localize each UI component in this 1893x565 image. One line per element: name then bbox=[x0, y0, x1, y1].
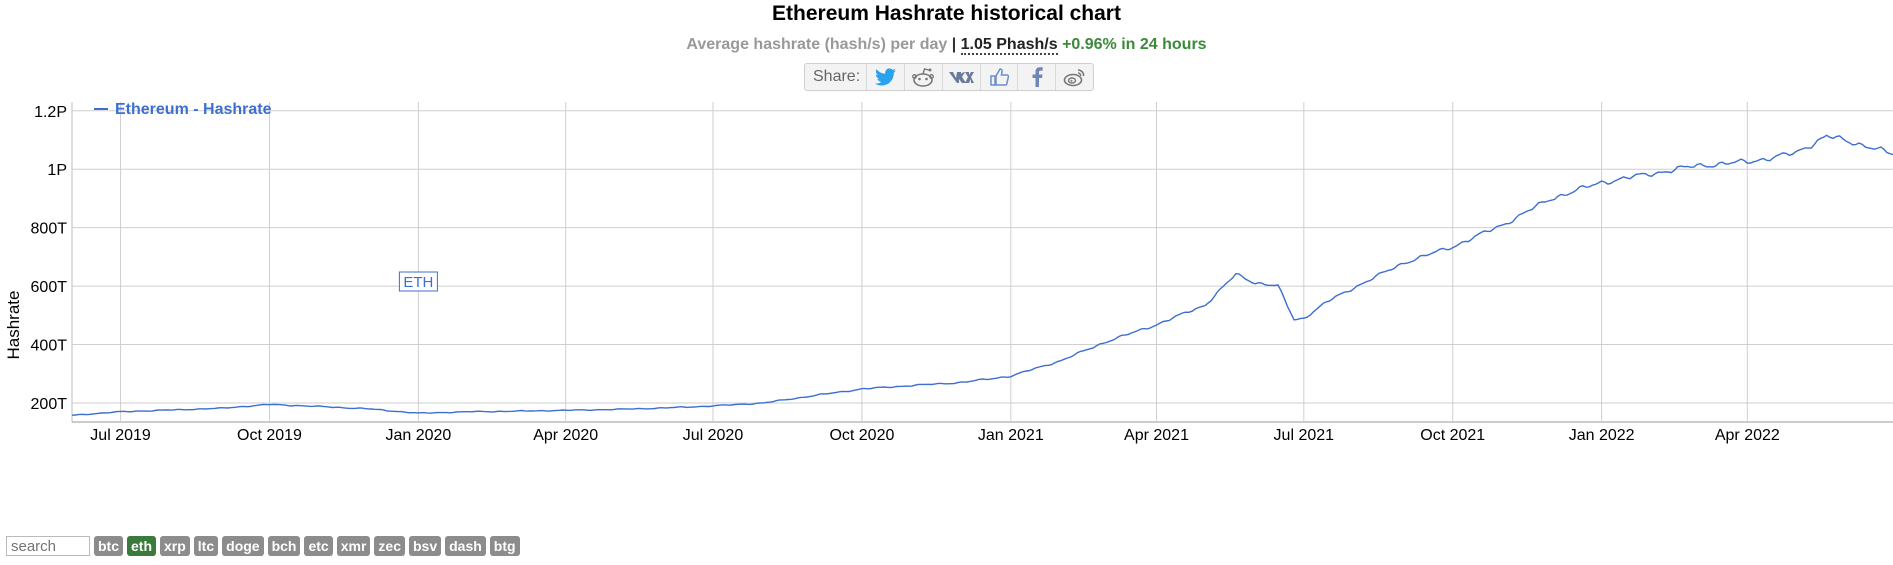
subtitle-separator: | bbox=[951, 36, 957, 53]
coin-button-ltc[interactable]: ltc bbox=[193, 536, 219, 556]
coin-button-eth[interactable]: eth bbox=[127, 536, 156, 556]
y-axis-ticks: 200T 400T 600T 800T 1P 1.2P bbox=[31, 104, 68, 413]
x-tick-label: Jan 2022 bbox=[1569, 427, 1635, 444]
x-tick-label: Jul 2020 bbox=[683, 427, 744, 444]
page-title: Ethereum Hashrate historical chart bbox=[772, 2, 1121, 25]
annotation-label: ETH bbox=[403, 274, 433, 291]
chart-legend: Ethereum - Hashrate bbox=[94, 101, 272, 118]
coin-button-btc[interactable]: btc bbox=[94, 536, 123, 556]
chart-subtitle: Average hashrate (hash/s) per day | 1.05… bbox=[0, 34, 1893, 56]
x-tick-label: Jul 2021 bbox=[1274, 427, 1335, 444]
x-tick-label: Apr 2022 bbox=[1715, 427, 1780, 444]
y-axis-label: Hashrate bbox=[4, 290, 23, 360]
x-tick-label: Apr 2020 bbox=[533, 427, 598, 444]
share-bar: Share: bbox=[804, 63, 1094, 91]
current-hashrate[interactable]: 1.05 Phash/s bbox=[960, 36, 1058, 55]
annotation-flag bbox=[398, 271, 438, 292]
coin-button-etc[interactable]: etc bbox=[304, 536, 333, 556]
coin-button-bsv[interactable]: bsv bbox=[408, 536, 442, 556]
share-label: Share: bbox=[813, 68, 861, 85]
x-tick-label: Apr 2021 bbox=[1124, 427, 1189, 444]
series-line-ethereum bbox=[71, 134, 1893, 416]
x-tick-label: Oct 2019 bbox=[237, 427, 302, 444]
x-tick-label: Jan 2020 bbox=[385, 427, 451, 444]
chart-grid bbox=[71, 102, 1893, 423]
like-icon[interactable] bbox=[979, 64, 1018, 90]
weibo-icon[interactable] bbox=[1055, 64, 1093, 90]
chart-annotations: ETH bbox=[398, 271, 438, 292]
vk-icon[interactable] bbox=[941, 64, 980, 90]
y-tick-label: 200T bbox=[31, 396, 68, 413]
coin-button-xmr[interactable]: xmr bbox=[336, 536, 371, 556]
legend-label: Ethereum - Hashrate bbox=[115, 101, 272, 118]
chart-series bbox=[71, 134, 1893, 416]
coin-list: btc eth xrp ltc doge bch etc xmr zec bsv dash btg bbox=[94, 536, 520, 556]
x-tick-label: Jan 2021 bbox=[978, 427, 1044, 444]
coin-button-bch[interactable]: bch bbox=[267, 536, 301, 556]
y-tick-label: 400T bbox=[31, 338, 68, 355]
y-tick-label: 600T bbox=[31, 279, 68, 296]
coin-button-zec[interactable]: zec bbox=[374, 536, 405, 556]
reddit-icon[interactable] bbox=[903, 64, 942, 90]
coin-button-doge[interactable]: doge bbox=[222, 536, 264, 556]
hashrate-change: +0.96% in 24 hours bbox=[1062, 36, 1207, 53]
coin-button-dash[interactable]: dash bbox=[445, 536, 486, 556]
x-tick-label: Oct 2020 bbox=[829, 427, 894, 444]
facebook-icon[interactable] bbox=[1017, 64, 1055, 90]
y-tick-label: 800T bbox=[31, 221, 68, 238]
x-axis-ticks: Jul 2019 Oct 2019 Jan 2020 Apr 2020 Jul 2020… bbox=[90, 427, 1780, 444]
y-tick-label: 1.2P bbox=[34, 104, 67, 121]
x-tick-label: Jul 2019 bbox=[90, 427, 151, 444]
twitter-icon[interactable] bbox=[866, 64, 904, 90]
x-tick-label: Oct 2021 bbox=[1420, 427, 1485, 444]
coin-button-xrp[interactable]: xrp bbox=[160, 536, 190, 556]
y-tick-label: 1P bbox=[47, 162, 67, 179]
subtitle-text: Average hashrate (hash/s) per day bbox=[686, 36, 948, 53]
coin-button-btg[interactable]: btg bbox=[489, 536, 520, 556]
search-input[interactable] bbox=[6, 536, 90, 556]
